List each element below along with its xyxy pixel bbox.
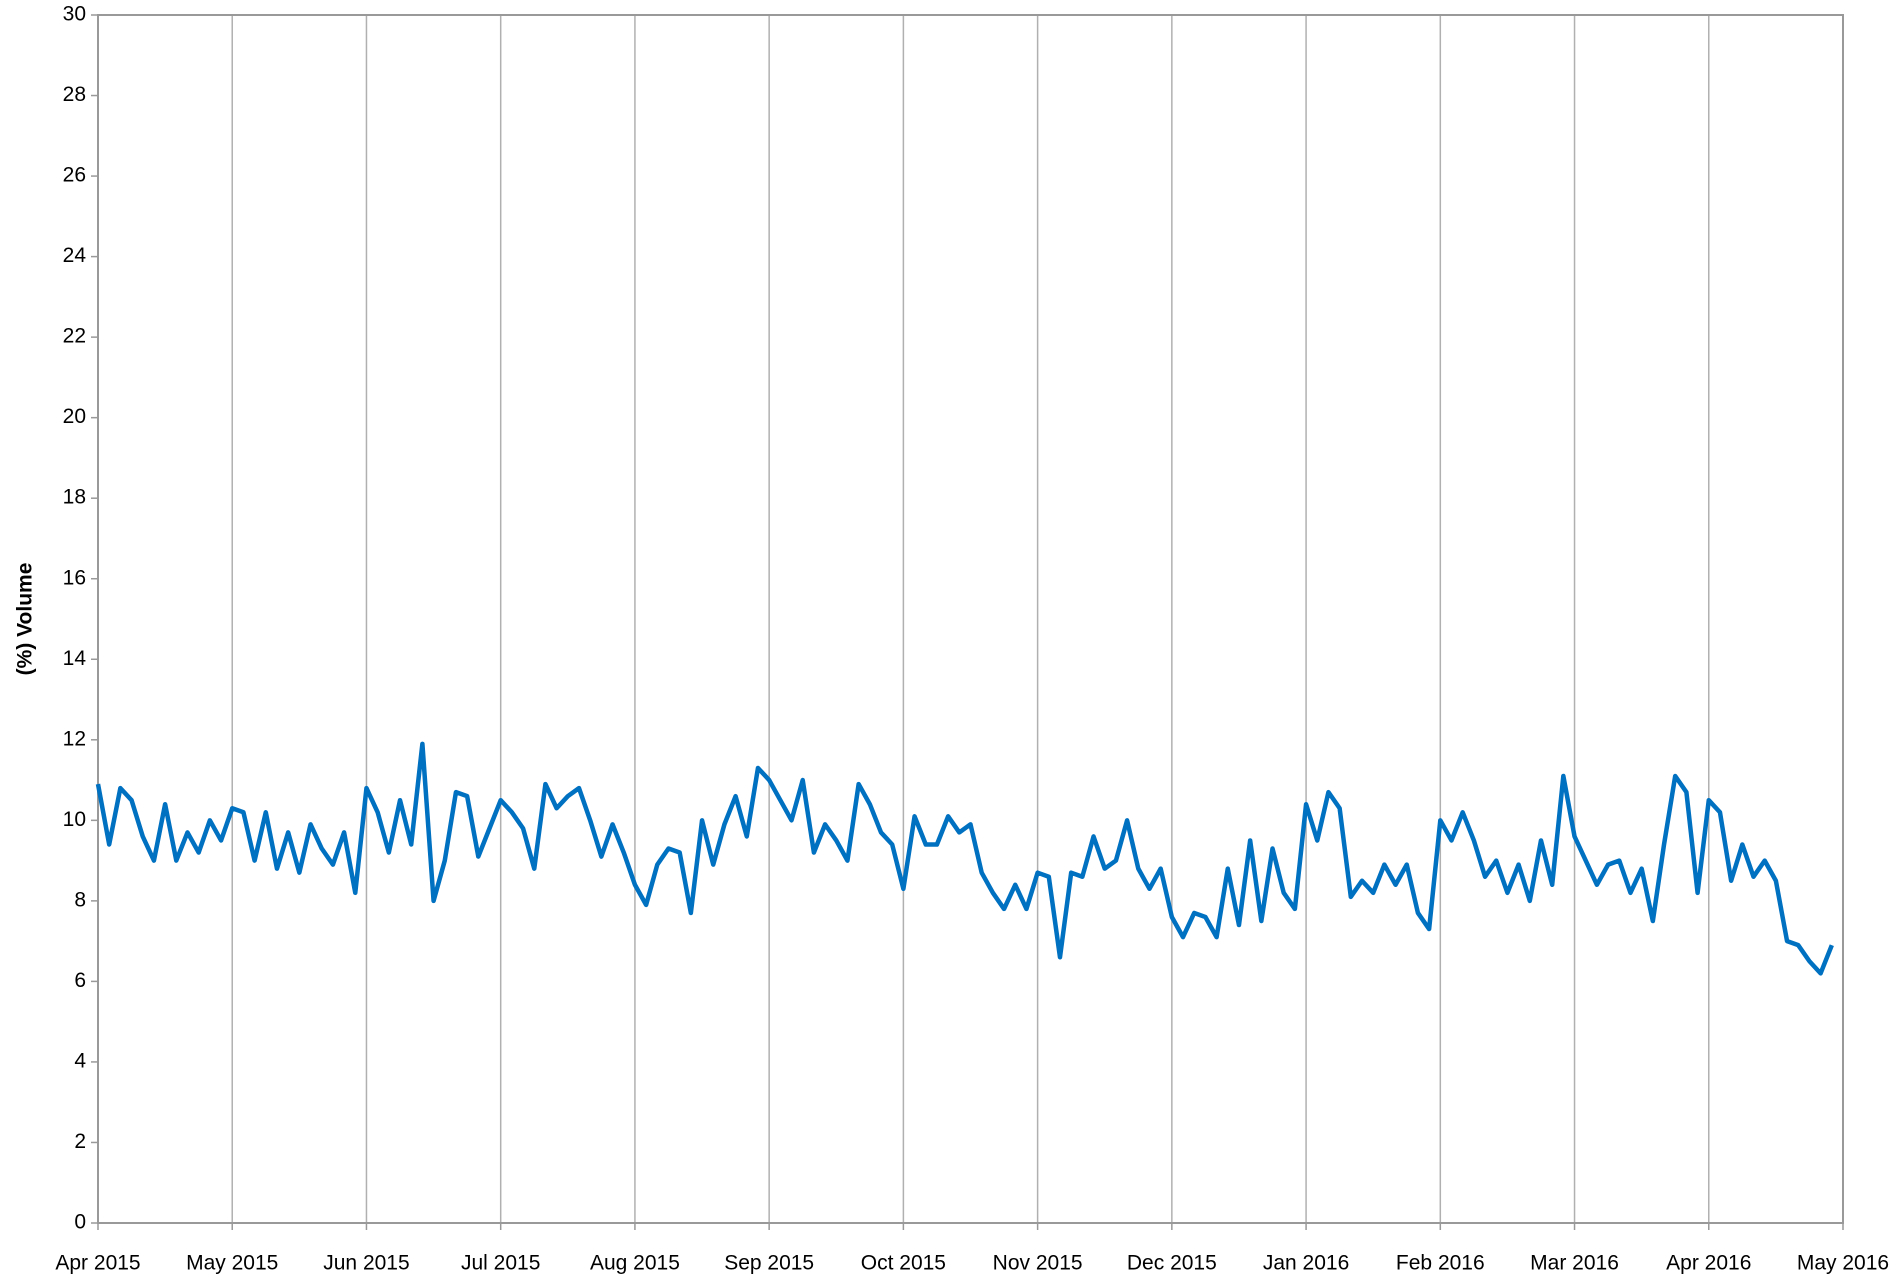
y-axis-label: (%) Volume	[14, 563, 37, 676]
y-tick-label: 18	[63, 486, 86, 509]
x-tick-label: Jul 2015	[461, 1252, 540, 1275]
x-tick-label: Jun 2015	[323, 1252, 409, 1275]
y-tick-label: 2	[74, 1130, 86, 1153]
y-tick-label: 26	[63, 164, 86, 187]
y-tick-label: 14	[63, 647, 87, 670]
x-tick-label: Dec 2015	[1127, 1252, 1217, 1275]
x-tick-label: Jan 2016	[1263, 1252, 1349, 1275]
y-tick-label: 24	[63, 244, 87, 267]
y-tick-label: 16	[63, 566, 86, 589]
y-tick-label: 12	[63, 727, 86, 750]
x-tick-label: May 2015	[186, 1252, 278, 1275]
y-tick-label: 0	[74, 1211, 86, 1234]
y-tick-label: 28	[63, 83, 86, 106]
y-tick-label: 6	[74, 969, 86, 992]
plot-frame	[97, 14, 1844, 1224]
x-tick-label: Oct 2015	[861, 1252, 946, 1275]
x-tick-label: Nov 2015	[993, 1252, 1083, 1275]
x-tick-label: Aug 2015	[590, 1252, 680, 1275]
x-tick-label: May 2016	[1797, 1252, 1889, 1275]
y-tick-label: 8	[74, 888, 86, 911]
y-tick-label: 4	[74, 1049, 86, 1072]
y-tick-label: 30	[63, 3, 86, 26]
x-tick-label: Sep 2015	[724, 1252, 814, 1275]
y-tick-label: 20	[63, 405, 86, 428]
x-tick-label: Feb 2016	[1396, 1252, 1485, 1275]
data-line	[95, 741, 1834, 976]
x-tick-label: Apr 2016	[1666, 1252, 1751, 1275]
y-tick-label: 22	[63, 325, 86, 348]
x-tick-label: Mar 2016	[1530, 1252, 1619, 1275]
y-tick-label: 10	[63, 808, 86, 831]
x-tick-label: Apr 2015	[55, 1252, 140, 1275]
